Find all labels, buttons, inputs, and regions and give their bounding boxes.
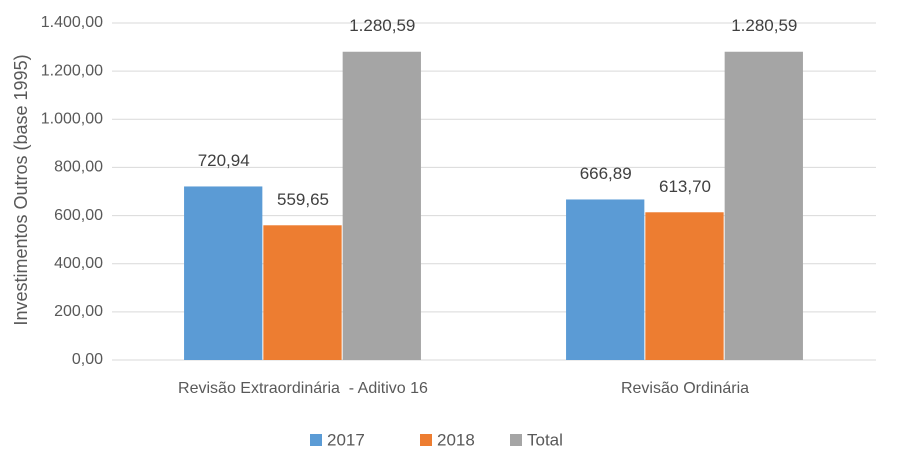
y-tick-label: 600,00: [54, 207, 103, 224]
bar: [342, 51, 421, 361]
bar: [184, 186, 263, 360]
x-tick-label: Revisão Ordinária: [621, 380, 749, 397]
y-tick-label: 0,00: [72, 351, 103, 368]
y-tick-label: 1.400,00: [41, 14, 103, 31]
value-label: 720,94: [198, 151, 250, 170]
y-tick-label: 800,00: [54, 159, 103, 176]
y-axis-label: Investimentos Outros (base 1995): [11, 54, 31, 325]
x-tick-label: Revisão Extraordinária - Aditivo 16: [178, 380, 428, 397]
legend-swatch: [420, 434, 432, 446]
y-tick-label: 200,00: [54, 303, 103, 320]
value-label: 1.280,59: [731, 16, 797, 35]
value-label: 613,70: [659, 177, 711, 196]
y-tick-label: 1.000,00: [41, 111, 103, 128]
y-tick-label: 400,00: [54, 255, 103, 272]
legend-label: 2018: [437, 430, 475, 449]
bar: [263, 225, 342, 360]
y-tick-label: 1.200,00: [41, 62, 103, 79]
legend-label: Total: [527, 430, 563, 449]
value-label: 1.280,59: [349, 16, 415, 35]
legend-label: 2017: [327, 430, 365, 449]
bar: [645, 212, 724, 360]
bar: [566, 199, 645, 360]
legend-swatch: [310, 434, 322, 446]
bar: [724, 51, 803, 361]
value-label: 666,89: [580, 164, 632, 183]
legend-swatch: [510, 434, 522, 446]
value-label: 559,65: [277, 190, 329, 209]
